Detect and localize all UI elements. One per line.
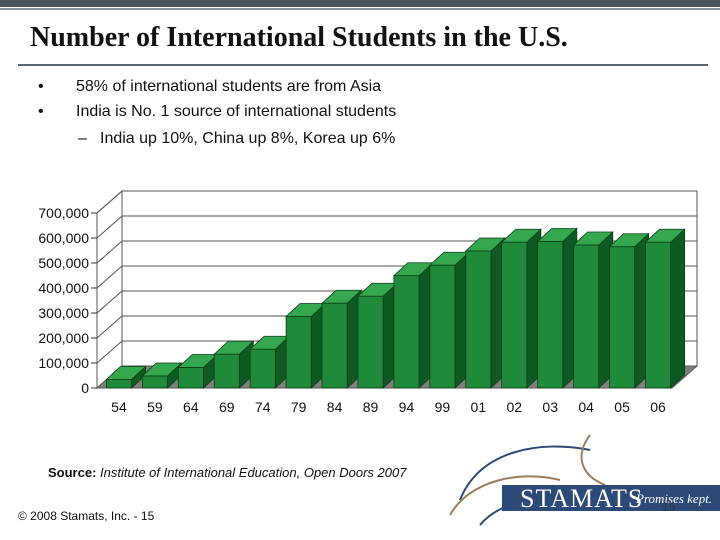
bar-front [573, 244, 600, 389]
bar-front [465, 250, 492, 389]
x-tick-label: 74 [255, 399, 271, 415]
gridline [96, 190, 697, 214]
bar [428, 251, 471, 389]
gridline [96, 215, 697, 239]
logo-band [502, 485, 720, 511]
stamats-logo: STAMATS Promises kept. 15 [449, 434, 720, 526]
title-underline [18, 64, 708, 66]
y-tick-label: 200,000 [38, 330, 89, 346]
x-tick-label: 69 [219, 399, 235, 415]
bar [608, 232, 650, 389]
bar [213, 340, 255, 389]
y-tick-label: 100,000 [38, 355, 89, 371]
logo-tagline: Promises kept. [635, 491, 712, 506]
bar-front [177, 367, 204, 389]
bar-front [609, 246, 636, 389]
bar-front [645, 241, 672, 389]
chart-bars [105, 227, 686, 389]
y-axis-ticks: 0 100,000 200,000 300,000 400,000 500,000 600,… [38, 205, 97, 396]
x-tick-label: 06 [650, 399, 666, 415]
x-tick-label: 94 [399, 399, 415, 415]
bar [536, 227, 578, 389]
sub-bullet-text: India up 10%, China up 8%, Korea up 6% [100, 130, 396, 147]
bar [356, 282, 399, 389]
x-tick-label: 01 [471, 399, 487, 415]
x-axis-ticks: 54 59 64 69 74 79 84 89 94 99 01 02 03 04 05 06 [111, 399, 666, 415]
bar [572, 231, 614, 389]
bar [285, 302, 327, 389]
bar-side [670, 228, 686, 389]
source-text: Institute of International Education, Op… [100, 465, 407, 480]
bar-front [501, 241, 528, 389]
chart-side-wall [96, 189, 123, 390]
slide-title: Number of International Students in the … [30, 22, 568, 53]
source-note: Source: Institute of International Educa… [48, 465, 406, 480]
source-label: Source: [48, 465, 97, 480]
bar [464, 237, 506, 389]
bar-front [213, 353, 240, 389]
x-tick-label: 05 [614, 399, 630, 415]
bar-chart: 0 100,000 200,000 300,000 400,000 500,000 600,… [38, 189, 699, 415]
bullet-marker: • [38, 103, 44, 120]
x-tick-label: 59 [147, 399, 163, 415]
bar-front [105, 379, 132, 389]
x-tick-label: 89 [363, 399, 379, 415]
bar [644, 228, 686, 389]
y-tick-label: 600,000 [38, 230, 89, 246]
sub-bullet-marker: – [78, 130, 87, 147]
bar [177, 353, 219, 389]
bar-front [393, 275, 420, 389]
x-tick-label: 02 [506, 399, 522, 415]
bar-front [249, 348, 276, 389]
x-tick-label: 04 [578, 399, 594, 415]
y-tick-label: 700,000 [38, 205, 89, 221]
logo-wordmark: STAMATS [520, 484, 643, 513]
y-tick-label: 300,000 [38, 305, 89, 321]
bar [320, 289, 363, 389]
top-bar [0, 0, 720, 7]
copyright-footer: © 2008 Stamats, Inc. - 15 [18, 509, 155, 523]
x-tick-label: 84 [327, 399, 343, 415]
bar-front [537, 241, 564, 389]
y-tick-label: 500,000 [38, 255, 89, 271]
bar [249, 335, 291, 389]
bar [500, 228, 542, 389]
x-tick-label: 79 [291, 399, 307, 415]
x-tick-label: 54 [111, 399, 127, 415]
bar [392, 261, 435, 389]
bar-front [357, 295, 384, 389]
x-tick-label: 03 [542, 399, 558, 415]
bullet-text: India is No. 1 source of international s… [76, 103, 397, 120]
bar [105, 365, 147, 389]
top-rule [0, 8, 720, 10]
bar-front [285, 316, 312, 389]
x-tick-label: 99 [435, 399, 451, 415]
bar-front [321, 302, 348, 389]
bullet-marker: • [38, 78, 44, 95]
bar-front [141, 375, 168, 389]
y-tick-label: 0 [81, 380, 89, 396]
y-tick-label: 400,000 [38, 280, 89, 296]
bullet-text: 58% of international students are from A… [76, 78, 382, 95]
page-number: 15 [662, 500, 676, 514]
x-tick-label: 64 [183, 399, 199, 415]
bar-front [429, 264, 456, 389]
